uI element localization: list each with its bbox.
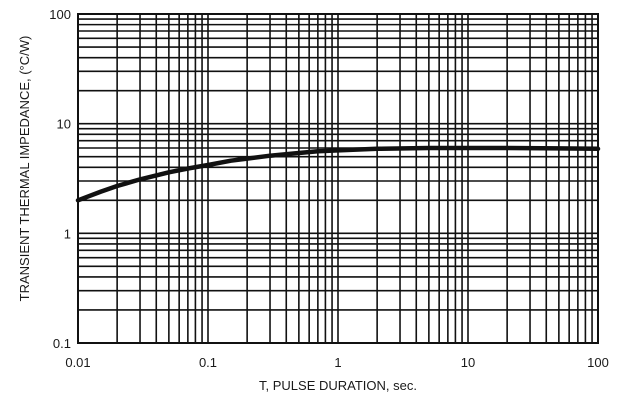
y-tick-labels: 0.1 1 10 100 bbox=[49, 7, 71, 351]
y-tick-label: 10 bbox=[57, 117, 71, 132]
x-tick-label: 0.1 bbox=[199, 355, 217, 370]
plot-frame bbox=[77, 13, 599, 344]
x-tick-label: 0.01 bbox=[65, 355, 90, 370]
grid-lines bbox=[77, 14, 598, 344]
series-layer bbox=[75, 145, 601, 203]
x-tick-label: 10 bbox=[461, 355, 475, 370]
x-tick-label: 100 bbox=[587, 355, 609, 370]
x-tick-label: 1 bbox=[334, 355, 341, 370]
y-tick-label: 100 bbox=[49, 7, 71, 22]
y-tick-label: 0.1 bbox=[53, 336, 71, 351]
x-axis-label: T, PULSE DURATION, sec. bbox=[259, 378, 417, 393]
series-line bbox=[75, 145, 601, 203]
y-tick-label: 1 bbox=[64, 226, 71, 241]
y-axis-label: TRANSIENT THERMAL IMPEDANCE, (°C/W) bbox=[17, 36, 32, 302]
x-tick-labels: 0.01 0.1 1 10 100 bbox=[65, 355, 609, 370]
